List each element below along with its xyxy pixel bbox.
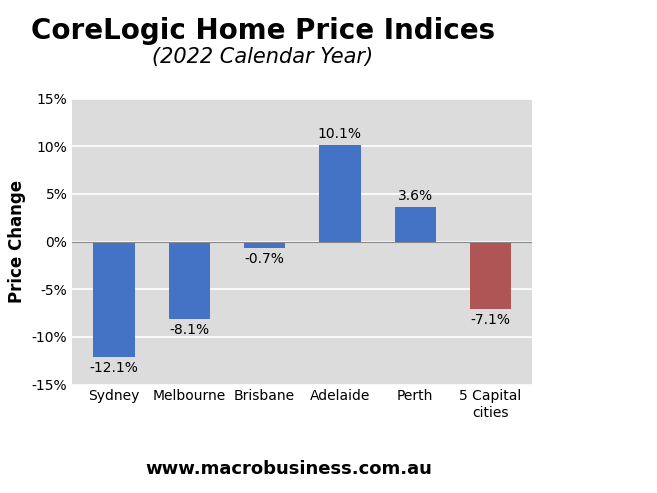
Text: -8.1%: -8.1% (169, 322, 210, 337)
Text: -0.7%: -0.7% (244, 252, 284, 266)
Text: CoreLogic Home Price Indices: CoreLogic Home Price Indices (31, 17, 495, 45)
Bar (319, 145, 361, 242)
Bar (168, 242, 210, 319)
Text: -12.1%: -12.1% (89, 361, 139, 375)
Text: 10.1%: 10.1% (318, 128, 362, 141)
Y-axis label: Price Change: Price Change (9, 180, 26, 303)
Bar (394, 207, 436, 242)
Text: 3.6%: 3.6% (397, 189, 433, 204)
Bar (470, 242, 511, 309)
Text: -7.1%: -7.1% (470, 313, 510, 327)
Text: MACRO: MACRO (528, 28, 620, 47)
Bar (244, 242, 285, 248)
Bar (93, 242, 135, 357)
Text: (2022 Calendar Year): (2022 Calendar Year) (152, 47, 373, 67)
Text: BUSINESS: BUSINESS (524, 66, 624, 84)
Text: www.macrobusiness.com.au: www.macrobusiness.com.au (146, 460, 432, 478)
